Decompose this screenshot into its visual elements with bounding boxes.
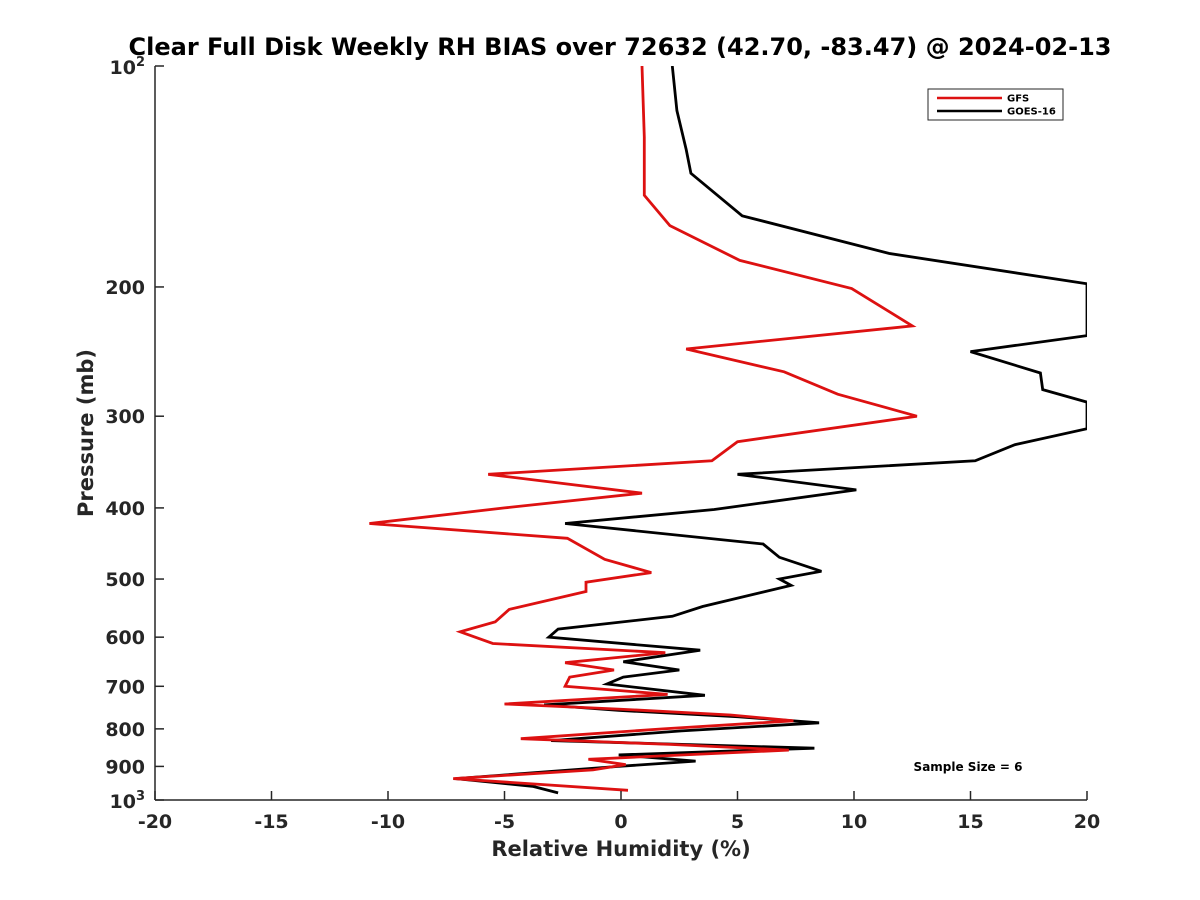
x-tick-label: 10 [841,811,867,833]
series-line-goes16 [455,66,1087,795]
y-tick-label: 300 [105,406,145,428]
x-tick-label: -15 [254,811,288,833]
sample-size-annotation: Sample Size = 6 [914,760,1023,774]
y-ticks: 102 200 300 400 500 600 700 800 900 103 [105,55,164,813]
chart-title: Clear Full Disk Weekly RH BIAS over 7263… [129,33,1112,61]
plot-area: -20 -15 -10 -5 0 5 10 15 20 102 200 300 400 500 600 70… [105,55,1100,833]
y-axis-label: Pressure (mb) [74,349,98,517]
legend-label-goes16: GOES-16 [1007,107,1056,118]
x-ticks: -20 -15 -10 -5 0 5 10 15 20 [138,791,1100,833]
legend: GFS GOES-16 [927,88,1064,121]
y-tick-label: 400 [105,498,145,520]
y-tick-label: 200 [105,277,145,299]
x-tick-label: 5 [731,811,744,833]
y-tick-label: 500 [105,569,145,591]
x-tick-label: -20 [138,811,172,833]
x-tick-label: 20 [1074,811,1100,833]
legend-label-gfs: GFS [1007,94,1029,105]
x-tick-label: -5 [494,811,515,833]
y-tick-label: 800 [105,719,145,741]
series-layer [369,66,1087,795]
x-tick-label: 0 [614,811,627,833]
y-tick-label: 900 [105,756,145,778]
x-axis-label: Relative Humidity (%) [491,837,750,861]
series-line-gfs [369,66,918,792]
x-tick-label: -10 [371,811,405,833]
y-tick-label: 102 [110,55,146,79]
legend-box [927,88,1064,121]
y-tick-label: 600 [105,627,145,649]
y-tick-label: 700 [105,676,145,698]
x-tick-label: 15 [957,811,983,833]
y-tick-label: 103 [110,789,146,813]
